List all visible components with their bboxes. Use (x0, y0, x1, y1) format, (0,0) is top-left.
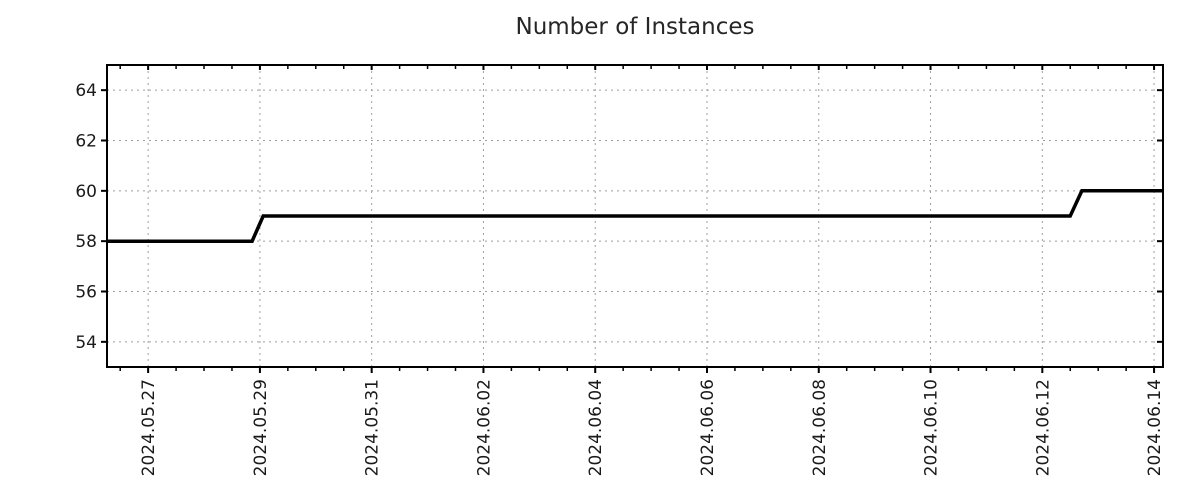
y-tick-label: 62 (75, 132, 97, 152)
y-tick-label: 54 (75, 333, 97, 353)
x-tick-label: 2024.06.02 (474, 379, 494, 476)
x-tick-label: 2024.05.29 (251, 379, 271, 476)
y-tick-label: 58 (75, 232, 97, 252)
y-tick-label: 56 (75, 283, 97, 303)
y-tick-label: 64 (75, 81, 97, 101)
x-tick-label: 2024.06.06 (698, 379, 718, 476)
x-tick-label: 2024.05.31 (363, 379, 383, 476)
x-tick-label: 2024.05.27 (139, 379, 159, 476)
x-tick-label: 2024.06.14 (1145, 379, 1165, 476)
x-tick-label: 2024.06.08 (810, 379, 830, 476)
plot-border (106, 64, 1164, 368)
x-tick-label: 2024.06.04 (586, 379, 606, 476)
x-tick-label: 2024.06.10 (922, 379, 942, 476)
x-tick-label: 2024.06.12 (1033, 379, 1053, 476)
y-tick-label: 60 (75, 182, 97, 202)
data-line-instances (107, 189, 1163, 243)
chart-title: Number of Instances (515, 14, 755, 40)
